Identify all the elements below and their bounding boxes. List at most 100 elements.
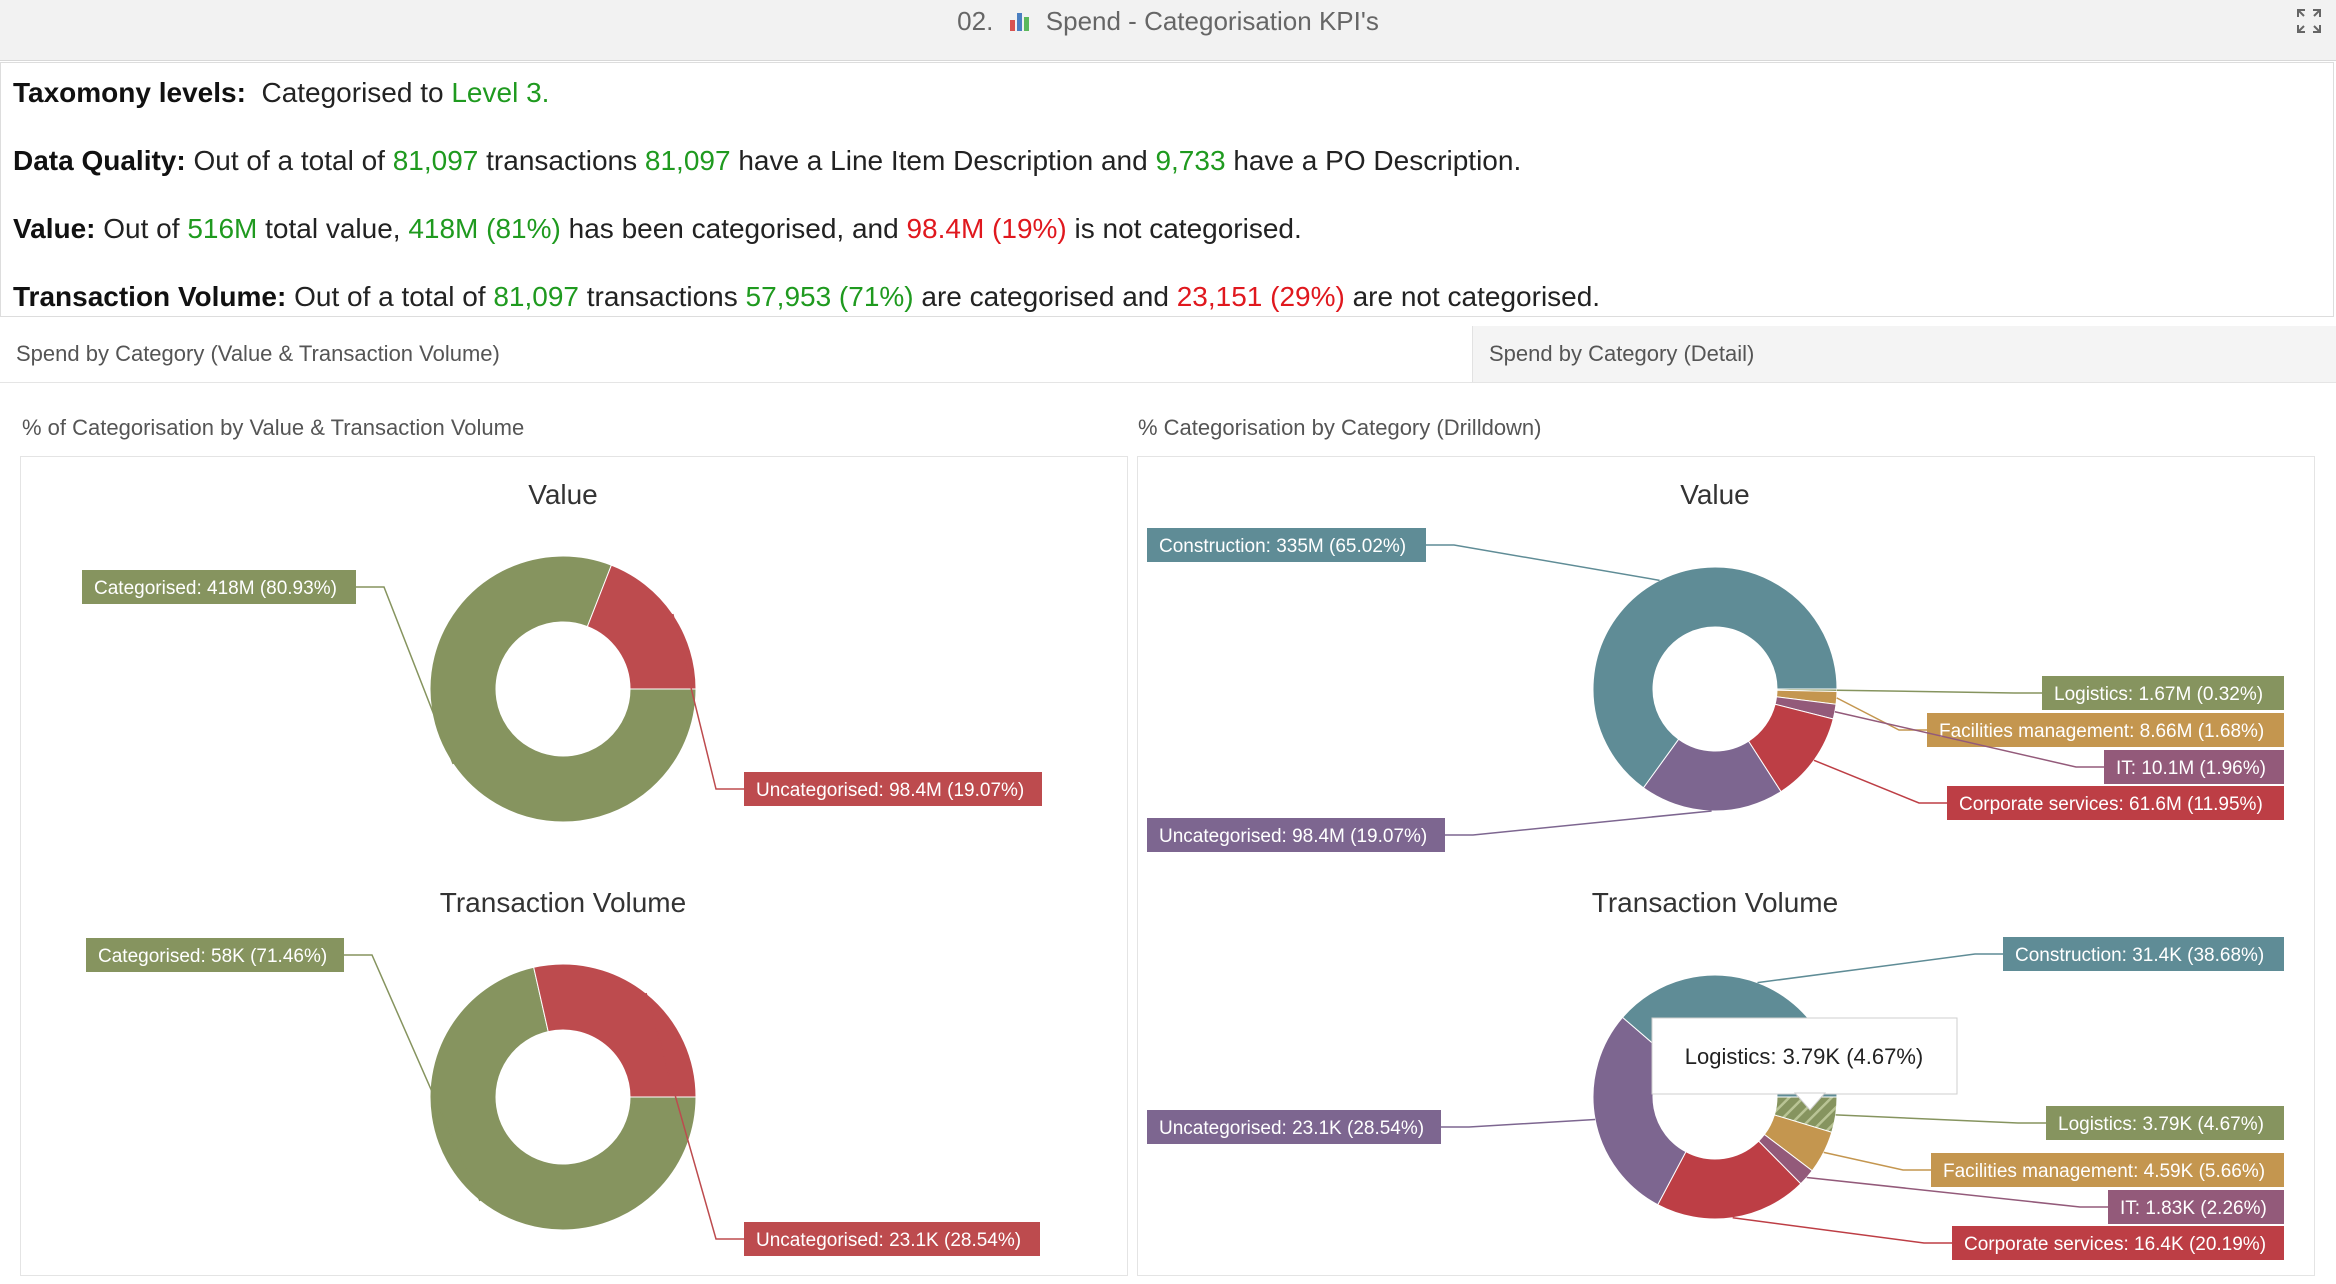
expand-icon[interactable]: [2296, 8, 2322, 34]
data-label-box-it: [2104, 750, 2284, 784]
slice-categorised: [429, 555, 697, 823]
chart-title: Value: [528, 479, 598, 510]
taxonomy-label: Taxomony levels:: [13, 77, 246, 108]
data-label-corporate-services: Corporate services: 16.4K (20.19%): [1964, 1234, 2266, 1255]
transaction-volume-line: Transaction Volume: Out of a total of 81…: [13, 281, 1600, 313]
value-label: Value:: [13, 213, 96, 244]
data-quality-line: Data Quality: Out of a total of 81,097 t…: [13, 145, 1521, 177]
value-t2: total value,: [265, 213, 401, 244]
data-label-categorised: Categorised: 58K (71.46%): [98, 946, 327, 967]
leader-line-logistics: [1836, 689, 2042, 694]
slice-uncategorised: [533, 963, 697, 1098]
quality-t2: transactions: [486, 145, 638, 176]
data-label-corporate-services: Corporate services: 61.6M (11.95%): [1959, 794, 2263, 815]
tooltip: Logistics: 3.79K (4.67%): [1651, 1017, 1958, 1111]
value-t4: is not categorised.: [1074, 213, 1302, 244]
slice-uncategorised: [1592, 1016, 1687, 1206]
volume-n2: 57,953 (71%): [745, 281, 914, 312]
volume-n1: 81,097: [493, 281, 579, 312]
data-label-box-logistics: [2042, 676, 2284, 710]
window-title: 02. Spend - Categorisation KPI's: [0, 0, 2336, 42]
data-label-box-uncategorised: [1147, 1110, 1441, 1144]
data-label-categorised: Categorised: 418M (80.93%): [94, 578, 337, 599]
data-label-box-it: [2108, 1190, 2284, 1224]
data-label-uncategorised: Uncategorised: 23.1K (28.54%): [756, 1230, 1021, 1251]
leader-line-facilities-management: [1836, 697, 1927, 731]
data-label-box-categorised: [86, 938, 344, 972]
leader-line-logistics: [1835, 1114, 2046, 1124]
value-line: Value: Out of 516M total value, 418M (81…: [13, 213, 1302, 245]
taxonomy-line: Taxomony levels: Categorised to Level 3.: [13, 77, 549, 109]
data-label-construction: Construction: 335M (65.02%): [1159, 536, 1406, 557]
taxonomy-level: Level 3.: [451, 77, 550, 108]
leader-line-categorised: [356, 586, 454, 765]
tab-spend-by-category-detail[interactable]: Spend by Category (Detail): [1472, 326, 2336, 382]
slice-categorised: [429, 966, 697, 1231]
tab-spend-by-category-value-volume[interactable]: Spend by Category (Value & Transaction V…: [0, 326, 1472, 382]
data-label-box-categorised: [82, 570, 356, 604]
data-label-logistics: Logistics: 3.79K (4.67%): [2058, 1114, 2264, 1135]
data-label-it: IT: 10.1M (1.96%): [2116, 758, 2266, 779]
value-t3: has been categorised, and: [568, 213, 899, 244]
tooltip-text: Logistics: 3.79K (4.67%): [1685, 1044, 1923, 1069]
title-text: Spend - Categorisation KPI's: [1045, 6, 1379, 36]
tooltip-pointer: [1793, 1092, 1827, 1111]
title-prefix: 02.: [957, 6, 994, 36]
leader-line-it: [1834, 710, 2104, 768]
kpi-summary: Taxomony levels: Categorised to Level 3.…: [0, 62, 2334, 317]
tooltip-box: [1651, 1017, 1958, 1095]
chart-title: Transaction Volume: [1592, 887, 1838, 918]
leader-line-facilities-management: [1823, 1151, 1931, 1171]
data-label-uncategorised: Uncategorised: 23.1K (28.54%): [1159, 1118, 1424, 1139]
volume-label: Transaction Volume:: [13, 281, 287, 312]
right-section-title: % Categorisation by Category (Drilldown): [1138, 415, 1542, 440]
data-label-box-corporate-services: [1947, 786, 2284, 820]
leader-line-corporate-services: [1732, 1216, 1952, 1244]
data-label-box-corporate-services: [1952, 1226, 2284, 1260]
quality-t3: have a Line Item Description and: [738, 145, 1148, 176]
data-label-box-uncategorised: [744, 1222, 1040, 1256]
data-label-uncategorised: Uncategorised: 98.4M (19.07%): [756, 780, 1024, 801]
data-label-box-facilities-management: [1931, 1153, 2284, 1187]
data-label-facilities-management: Facilities management: 8.66M (1.68%): [1939, 721, 2264, 742]
left-section-title: % of Categorisation by Value & Transacti…: [22, 415, 525, 440]
slice-corporate-services: [1657, 1140, 1802, 1220]
leader-line-it: [1806, 1176, 2108, 1208]
leader-line-construction: [1426, 544, 1660, 582]
volume-t2: transactions: [586, 281, 738, 312]
title-bar: 02. Spend - Categorisation KPI's: [0, 0, 2336, 61]
quality-label: Data Quality:: [13, 145, 186, 176]
volume-t3: are categorised and: [921, 281, 1169, 312]
data-label-box-uncategorised: [1147, 818, 1445, 852]
chart-title: Transaction Volume: [440, 887, 686, 918]
volume-t1: Out of a total of: [294, 281, 486, 312]
value-n2: 418M (81%): [408, 213, 561, 244]
tab-bar: Spend by Category (Value & Transaction V…: [0, 326, 2336, 383]
value-n3: 98.4M (19%): [906, 213, 1067, 244]
leader-line-uncategorised: [672, 613, 744, 790]
taxonomy-text: Categorised to: [261, 77, 444, 108]
data-label-it: IT: 1.83K (2.26%): [2120, 1198, 2267, 1219]
data-label-construction: Construction: 31.4K (38.68%): [2015, 945, 2264, 966]
quality-n3: 9,733: [1155, 145, 1226, 176]
data-label-box-logistics: [2046, 1106, 2284, 1140]
leader-line-corporate-services: [1813, 759, 1947, 804]
slice-uncategorised: [586, 564, 697, 690]
data-label-box-uncategorised: [744, 772, 1042, 806]
data-label-uncategorised: Uncategorised: 98.4M (19.07%): [1159, 826, 1427, 847]
data-label-box-facilities-management: [1927, 713, 2284, 747]
data-label-logistics: Logistics: 1.67M (0.32%): [2054, 684, 2263, 705]
quality-t4: have a PO Description.: [1233, 145, 1522, 176]
chart-title: Value: [1680, 479, 1750, 510]
data-label-box-construction: [1147, 528, 1426, 562]
quality-t1: Out of a total of: [193, 145, 385, 176]
quality-n2: 81,097: [644, 145, 731, 176]
leader-line-categorised: [344, 954, 481, 1202]
leader-line-construction: [1757, 953, 2003, 984]
data-label-facilities-management: Facilities management: 4.59K (5.66%): [1943, 1161, 2265, 1182]
leader-line-uncategorised: [1445, 810, 1712, 836]
value-t1: Out of: [103, 213, 180, 244]
volume-t4: are not categorised.: [1352, 281, 1601, 312]
bar-chart-icon: [1009, 13, 1029, 32]
